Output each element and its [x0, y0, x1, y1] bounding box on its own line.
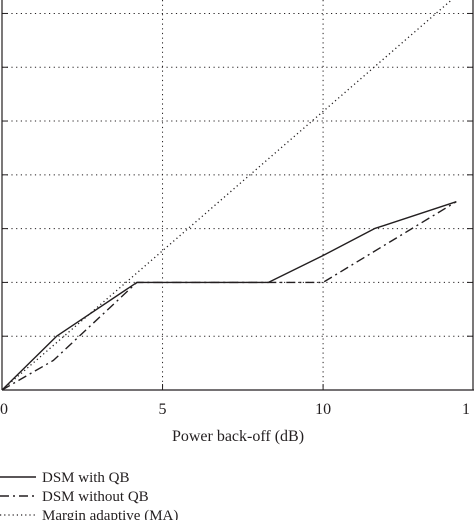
x-tick-label: 1 — [462, 401, 470, 418]
x-tick-label: 10 — [315, 401, 331, 418]
grid-lines — [2, 0, 474, 390]
tick-labels: 0 5 10 1 — [0, 401, 470, 418]
legend: DSM with QB DSM without QB Margin adaptive… — [0, 470, 178, 520]
legend-label-2: DSM without QB — [42, 489, 149, 505]
x-tick-label: 5 — [159, 401, 167, 418]
axes — [1, 0, 474, 391]
series-line-2 — [1, 201, 457, 391]
series-line-1 — [1, 201, 457, 391]
series-lines — [1, 0, 457, 391]
legend-label-3: Margin adaptive (MA) — [42, 508, 178, 520]
x-axis-title: Power back-off (dB) — [172, 428, 304, 445]
series-line-3 — [1, 0, 452, 391]
x-tick-label: 0 — [0, 401, 8, 418]
legend-label-1: DSM with QB — [42, 470, 130, 486]
